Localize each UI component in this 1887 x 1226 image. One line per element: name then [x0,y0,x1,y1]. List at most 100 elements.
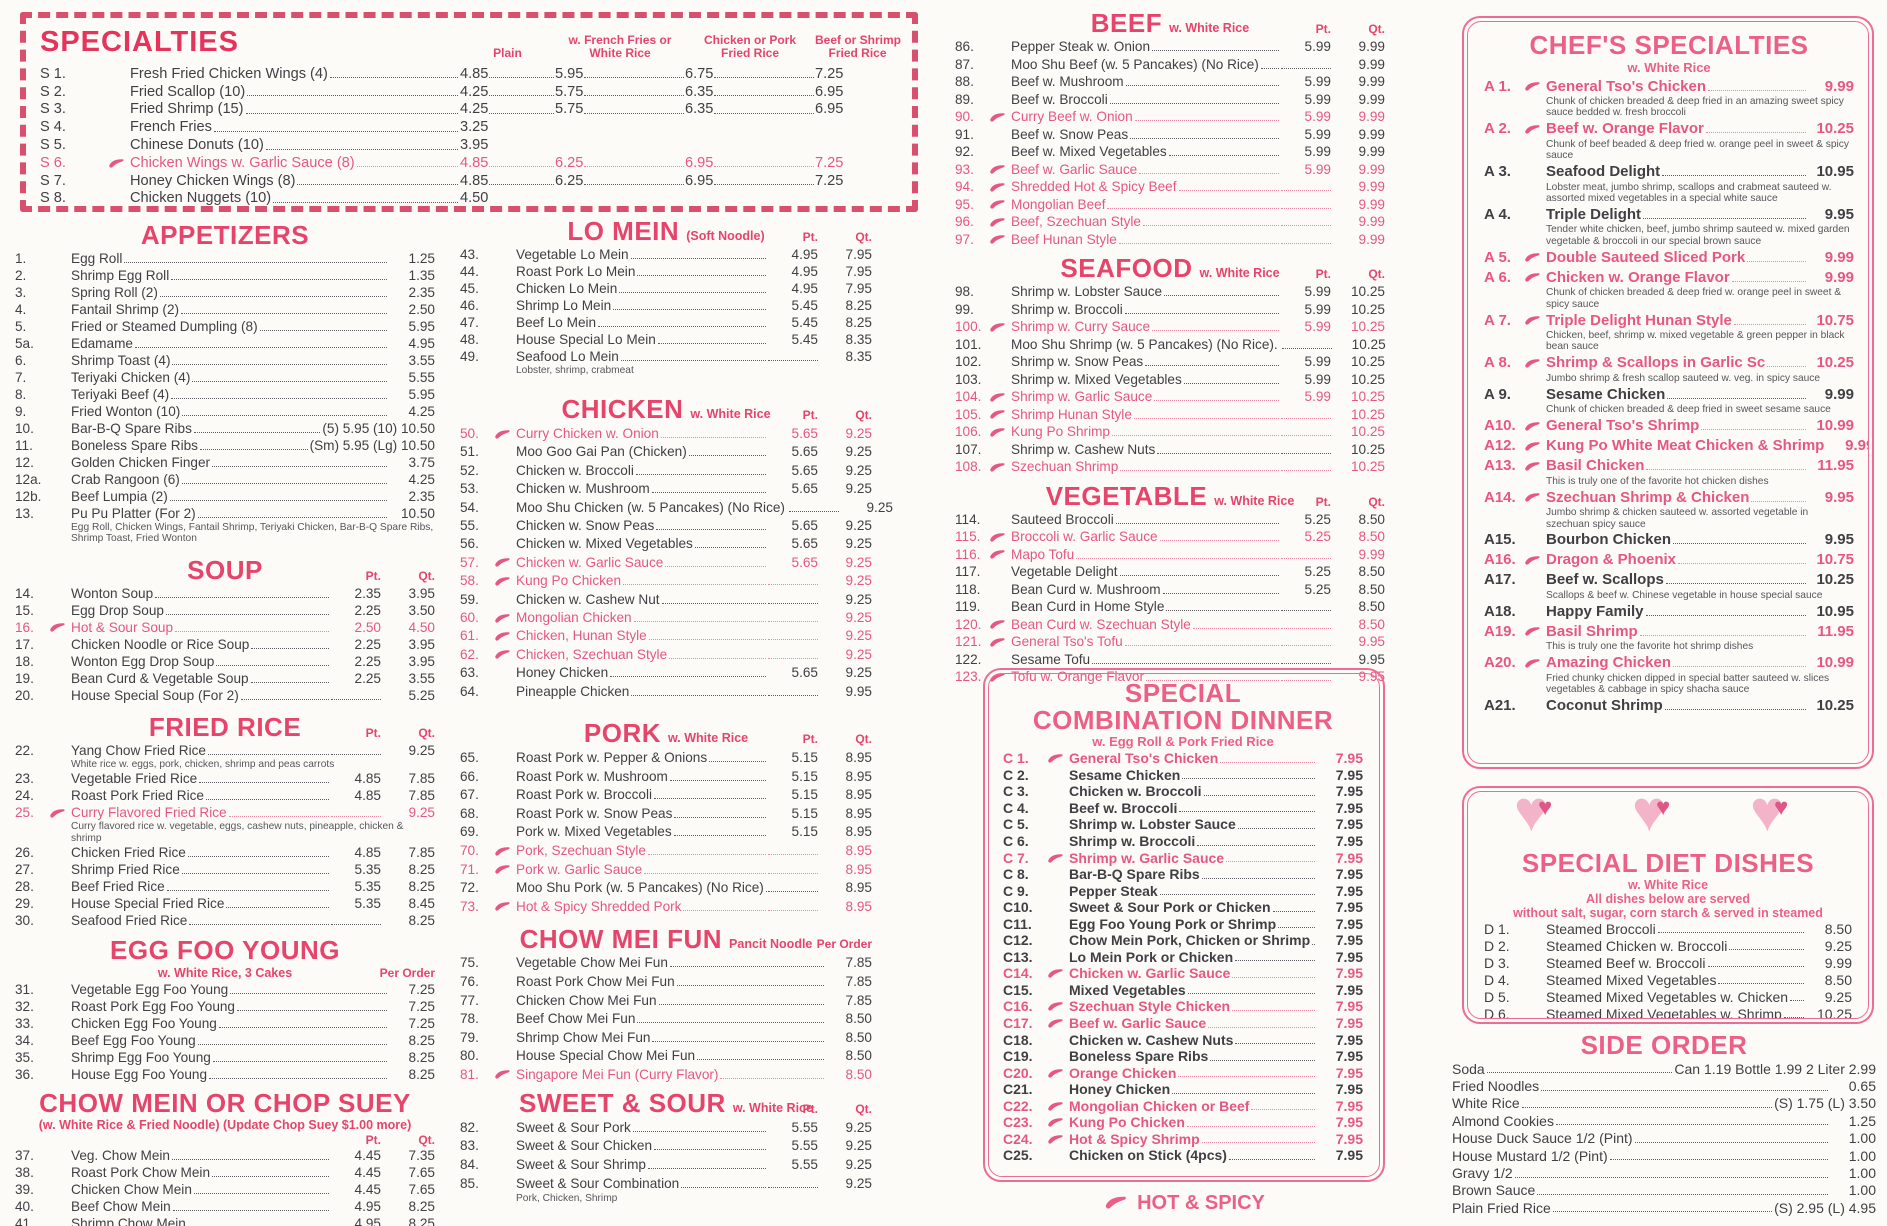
item-name: Kung Po Chicken [1069,1114,1185,1131]
item-name: French Fries [130,119,212,136]
menu-item: C17. Beef w. Garlic Sauce 7.95 [1003,1015,1363,1032]
menu-item: 81. Singapore Mei Fun (Curry Flavor) 8.50 [460,1065,872,1084]
menu-item: 84. Sweet & Sour Shrimp 5.55 9.25 [460,1155,872,1174]
dot-leader [171,398,387,399]
item-number: 48. [460,332,479,347]
price-column-labels: Pt. Qt. [768,408,872,422]
menu-item: D 6. Steamed Mixed Vegetables w. Shrimp 10… [1484,1005,1852,1018]
item-number: 105. [955,406,982,422]
item-number: 14. [15,585,34,601]
item-price-pt: 5.35 [354,896,381,912]
item-price-qt: 9.99 [1358,214,1385,230]
item-number: A 2. [1484,120,1511,138]
pt-label: Pt. [802,408,818,423]
menu-item: C 6. Shrimp w. Broccoli 7.95 [1003,833,1363,850]
item-number: A12. [1484,437,1516,455]
dot-leader [673,835,766,837]
hot-spicy-icon [1524,315,1546,325]
item-price: 8.50 [1824,920,1852,937]
item-price: 9.99 [1824,248,1854,266]
item-price-pt: 5.25 [1304,511,1331,527]
price-column-labels: Pt. Qt. [15,1133,435,1147]
item-number: 118. [955,581,981,597]
dot-leader [1179,811,1315,813]
menu-item: 22. Yang Chow Fried Rice 9.25 [15,742,435,759]
item-number: 5a. [15,336,34,351]
item-number: 41. [15,1216,34,1226]
hot-spicy-icon [1047,853,1069,863]
item-price: 10.99 [1816,654,1854,672]
item-name: Pepper Steak w. Onion [1011,39,1151,55]
dot-leader [669,779,766,781]
dot-leader [237,1010,387,1012]
menu-item: S 2. Fried Scallop (10) 4.25 5.75 6.35 6.95 [40,83,900,101]
item-price-pt: 5.99 [1304,301,1331,317]
item-name: Sesame Chicken [1546,385,1666,403]
item-price-pt [768,909,818,911]
menu-item: A 1. General Tso's Chicken 9.99 [1484,76,1854,96]
item-name: Spring Roll (2) [71,285,158,300]
item-name: Vegetable Chow Mei Fun [516,955,668,971]
item-number: A15. [1484,531,1516,549]
menu-item: 118. Bean Curd w. Mushroom 5.25 8.50 [955,581,1385,599]
item-name: Beef w. Mushroom [1011,74,1124,90]
dot-leader [584,95,684,97]
menu-item: 46. Shrimp Lo Mein 5.45 8.25 [460,297,872,314]
item-number: 80. [460,1048,479,1064]
menu-item: A10. General Tso's Shrimp 10.99 [1484,416,1854,436]
menu-item: House Duck Sauce 1/2 (Pint) 1.00 [1452,1130,1876,1147]
chow-mein-section: CHOW MEIN OR CHOP SUEY (w. White Rice & F… [15,1088,435,1226]
item-price: 7.85 [845,955,872,971]
item-number: A17. [1484,571,1516,589]
dot-leader [584,77,684,79]
item-name: Shrimp Egg Foo Young [71,1050,211,1066]
item-price: 7.95 [1335,882,1363,899]
item-number: S 1. [40,65,66,82]
item-number: 10. [15,421,34,436]
dot-leader [651,492,766,494]
beef-section: BEEF w. White Rice Pt. Qt. 86. Pepper Steak w… [955,8,1385,248]
item-name: Kung Po Shrimp [1011,424,1110,440]
item-number: 18. [15,653,34,669]
soup-section: SOUP Pt. Qt. 14. Wonton Soup 2.35 3.95 15. Egg D… [15,555,435,704]
menu-item: 60. Mongolian Chicken 9.25 [460,608,872,626]
item-price: 5.95 [408,319,435,334]
price-column-header: Plain [493,46,522,60]
hot-spicy-icon [1047,1018,1069,1028]
item-number: 120. [955,616,982,632]
item-price: 1.00 [1848,1147,1876,1164]
dot-leader [632,1130,766,1132]
item-name: Shrimp Hunan Style [1011,406,1132,422]
item-price-qt: 7.85 [408,771,435,787]
item-price-pt: 5.25 [1304,564,1331,580]
dot-leader [1133,417,1279,419]
item-description: Lobster meat, jumbo shrimp, scallops and… [1546,181,1832,205]
item-number: 92. [955,144,974,160]
hot-spicy-icon [1524,252,1546,262]
menu-item: C 2. Sesame Chicken 7.95 [1003,767,1363,784]
appetizers-section: APPETIZERS 1. Egg Roll 1.25 2. Shrimp Egg Rol… [15,220,435,545]
dot-leader [631,694,766,696]
item-description: White rice w. eggs, pork, chicken, shrim… [71,758,335,770]
menu-item: C11. Egg Foo Young Pork or Shrimp 7.95 [1003,915,1363,932]
item-price: 6.95 [685,155,815,171]
item-name: Triple Delight [1546,205,1642,223]
item-name: Chicken Fried Rice [71,845,186,861]
item-price: 9.99 [1824,77,1854,95]
item-price-pt [1281,452,1331,454]
item-price: 1.35 [408,268,435,283]
item-name: Egg Drop Soup [71,602,164,618]
dot-leader [1251,1109,1315,1111]
item-price-qt: 9.25 [845,646,872,662]
dot-leader [697,1059,824,1061]
item-name: Beef w. Broccoli [1069,799,1178,816]
menu-item: S 7. Honey Chicken Wings (8) 4.85 6.25 6.95 7… [40,172,900,190]
item-name: Fried Shrimp (15) [130,101,244,118]
menu-item: A16. Dragon & Phoenix 10.75 [1484,550,1854,570]
item-name: Roast Pork w. Snow Peas [516,805,673,821]
item-name: House Special Fried Rice [71,896,225,912]
item-name: Amazing Chicken [1546,654,1672,672]
item-name: Dragon & Phoenix [1546,551,1677,569]
item-number: S 2. [40,83,66,100]
dot-leader [1178,190,1279,192]
